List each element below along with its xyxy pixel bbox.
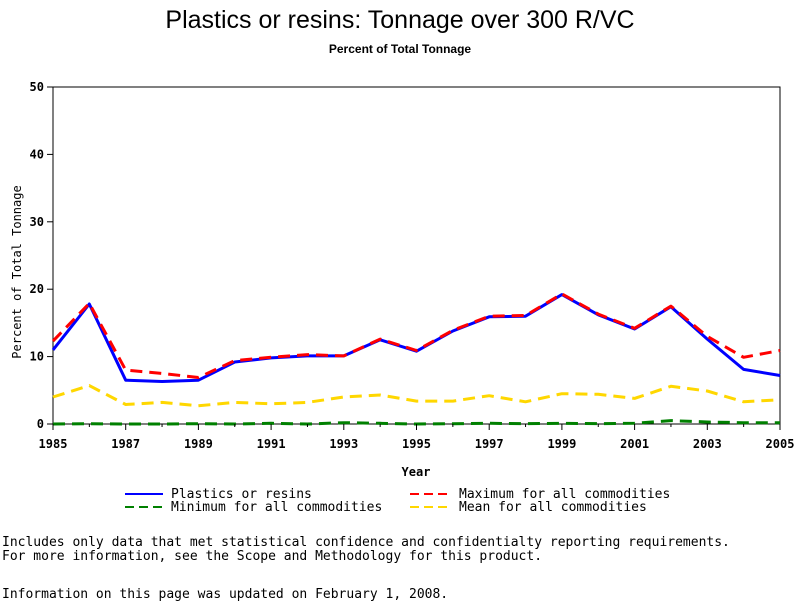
x-tick-label: 1987	[111, 437, 140, 451]
x-tick-label: 1997	[475, 437, 504, 451]
x-tick-label: 1999	[547, 437, 576, 451]
y-tick-label: 30	[30, 215, 44, 229]
footnote-updated: Information on this page was updated on …	[2, 587, 449, 602]
line-chart: 0 10 20 30 40 50 1985 1987 1989 1991 1993 1995 1997 1…	[10, 80, 795, 515]
x-tick-label: 1995	[402, 437, 431, 451]
axes-layer: 0 10 20 30 40 50 1985 1987 1989 1991 1993 1995 1997 1…	[30, 80, 795, 451]
footnote-confidence: Includes only data that met statistical …	[2, 535, 730, 550]
x-tick-label: 1985	[39, 437, 68, 451]
legend-label-0: Plastics or resins	[171, 487, 312, 502]
series-line-1	[51, 292, 781, 379]
x-tick-label: 1989	[184, 437, 213, 451]
x-axis-label: Year	[402, 465, 431, 479]
series-line-3	[52, 384, 781, 408]
chart-title: Plastics or resins: Tonnage over 300 R/V…	[165, 6, 635, 34]
series-line-2	[52, 419, 780, 426]
legend: Plastics or resins Maximum for all commod…	[125, 487, 670, 515]
y-tick-label: 50	[30, 80, 44, 94]
y-tick-label: 0	[37, 417, 44, 431]
x-tick-label: 1993	[329, 437, 358, 451]
x-tick-label: 1991	[257, 437, 286, 451]
plot-area	[52, 86, 781, 425]
x-tick-label: 2003	[693, 437, 722, 451]
x-tick-label: 2001	[620, 437, 649, 451]
y-tick-label: 40	[30, 147, 44, 161]
y-tick-label: 20	[30, 282, 44, 296]
legend-label-3: Mean for all commodities	[459, 500, 647, 515]
y-tick-label: 10	[30, 350, 44, 364]
x-tick-label: 2005	[766, 437, 795, 451]
legend-label-2: Minimum for all commodities	[171, 500, 382, 515]
footnote-methodology: For more information, see the Scope and …	[2, 549, 543, 564]
plot-frame	[52, 86, 781, 425]
y-axis-label: Percent of Total Tonnage	[10, 185, 24, 358]
chart-subtitle: Percent of Total Tonnage	[328, 42, 472, 56]
legend-label-1: Maximum for all commodities	[459, 487, 670, 502]
series-layer	[51, 292, 781, 426]
